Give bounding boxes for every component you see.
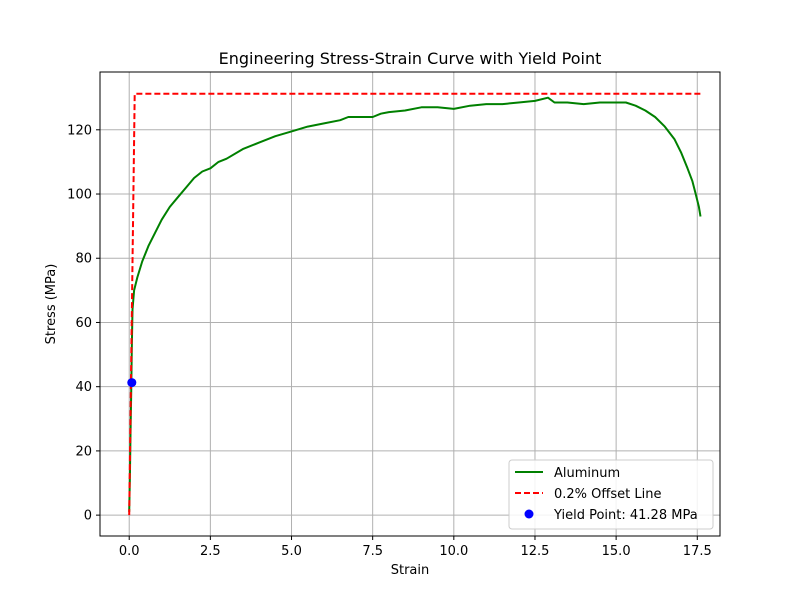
y-tick-label: 20	[75, 444, 92, 459]
y-tick-label: 0	[84, 509, 92, 524]
x-tick-label: 10.0	[439, 544, 468, 559]
x-tick-label: 0.0	[119, 544, 140, 559]
y-tick-label: 60	[75, 316, 92, 331]
legend-label-yield-point: Yield Point: 41.28 MPa	[553, 508, 698, 523]
y-tick-label: 80	[75, 252, 92, 267]
x-tick-label: 17.5	[683, 544, 712, 559]
legend-box	[508, 459, 714, 530]
x-tick-label: 2.5	[200, 544, 221, 559]
y-tick-label: 100	[67, 188, 92, 203]
x-tick-label: 7.5	[362, 544, 383, 559]
offset-line	[128, 92, 701, 516]
axis-ticks: 0.0 2.5 5.0 7.5 10.0 12.5 15.0 17.5 0 20 40 60 80 100…	[67, 123, 712, 559]
y-tick-label: 40	[75, 380, 92, 395]
yield-point-marker	[127, 378, 137, 388]
plot-area	[127, 92, 702, 516]
chart-title: Engineering Stress-Strain Curve with Yie…	[219, 49, 602, 68]
legend-label-offset-line: 0.2% Offset Line	[554, 487, 661, 502]
axes-frame	[99, 71, 721, 537]
x-tick-label: 5.0	[281, 544, 302, 559]
legend-swatch-yield-point	[524, 509, 534, 519]
legend: Aluminum 0.2% Offset Line Yield Point: 4…	[508, 459, 714, 530]
y-axis-label: Stress (MPa)	[44, 264, 59, 345]
aluminum-curve	[128, 96, 702, 512]
grid	[100, 72, 720, 536]
y-tick-label: 120	[67, 123, 92, 138]
legend-label-aluminum: Aluminum	[554, 466, 620, 481]
x-tick-label: 15.0	[602, 544, 631, 559]
x-axis-label: Strain	[391, 563, 430, 578]
x-tick-label: 12.5	[520, 544, 549, 559]
